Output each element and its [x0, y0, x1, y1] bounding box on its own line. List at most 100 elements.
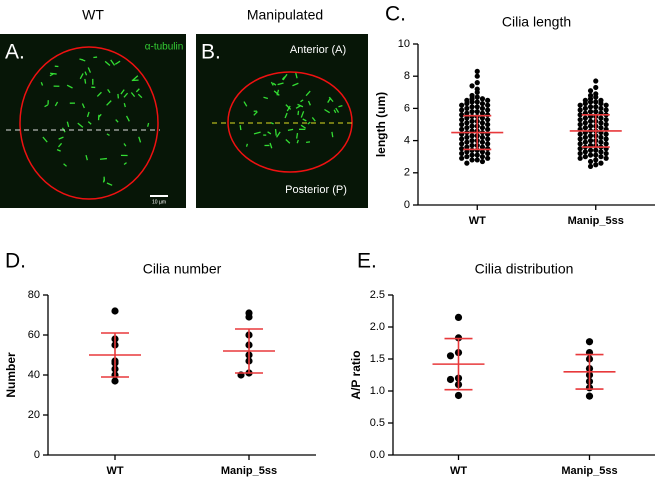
data-point	[485, 141, 491, 147]
cilium	[267, 131, 272, 135]
data-point	[577, 155, 583, 161]
image-title: Manipulated	[247, 7, 323, 23]
scale-label: 10 µm	[152, 199, 166, 205]
data-point	[464, 160, 470, 166]
data-point	[479, 149, 486, 155]
data-point	[587, 163, 594, 169]
cilium	[137, 93, 143, 99]
data-point	[603, 107, 609, 113]
data-point	[474, 89, 480, 95]
cilium	[125, 115, 130, 122]
micrograph	[196, 34, 368, 208]
data-point	[469, 138, 475, 144]
data-point	[603, 141, 609, 147]
data-point	[577, 141, 583, 147]
data-point	[593, 109, 599, 115]
data-point	[469, 113, 475, 120]
cilium	[42, 136, 48, 143]
y-tick-label: 0.0	[370, 449, 385, 461]
data-point	[464, 134, 470, 140]
cilium	[49, 73, 54, 77]
data-point	[577, 136, 583, 142]
cilium	[295, 72, 298, 79]
y-tick-label: 4	[404, 135, 410, 147]
cilium	[335, 107, 340, 113]
data-point	[582, 149, 588, 155]
cilium	[106, 133, 110, 136]
data-point	[111, 307, 119, 315]
data-point	[474, 80, 480, 86]
y-axis-label: A/P ratio	[349, 350, 363, 399]
data-point	[587, 123, 594, 129]
data-point	[587, 88, 594, 94]
data-point	[582, 115, 588, 121]
cilium	[292, 82, 299, 87]
cilium	[269, 142, 273, 149]
data-point	[459, 102, 465, 108]
embryo-outline	[227, 71, 353, 173]
data-point	[485, 121, 491, 128]
y-tick-label: 10	[398, 38, 410, 50]
y-tick-label: 2.5	[370, 289, 385, 301]
cilium	[285, 139, 291, 144]
data-point	[593, 78, 599, 84]
cilium	[115, 119, 119, 123]
data-point	[464, 120, 470, 126]
data-point	[459, 112, 465, 118]
data-point	[582, 120, 588, 126]
data-point	[598, 115, 604, 121]
data-point	[598, 139, 604, 145]
cilium	[50, 72, 57, 75]
data-point	[582, 154, 588, 160]
cilium	[56, 149, 61, 152]
chart-title: Cilia number	[143, 261, 222, 277]
data-point	[577, 121, 583, 128]
x-tick-label: Manip_5ss	[561, 465, 617, 477]
cilium	[273, 90, 280, 96]
data-point	[469, 123, 475, 129]
data-point	[603, 121, 609, 128]
cilium	[333, 109, 337, 114]
y-tick-label: 2	[404, 167, 410, 179]
cilium	[296, 139, 299, 144]
data-point	[474, 68, 480, 74]
panel-label: B.	[201, 41, 221, 64]
data-point	[603, 117, 609, 123]
micrograph	[0, 34, 186, 208]
data-point	[587, 133, 594, 139]
data-point	[446, 375, 455, 384]
data-point	[474, 99, 480, 105]
cilium	[270, 81, 274, 86]
cilium	[54, 101, 59, 107]
cilium	[63, 163, 67, 167]
data-point	[593, 152, 599, 158]
data-point	[479, 110, 486, 116]
data-point	[582, 125, 588, 131]
data-point	[485, 126, 491, 132]
y-tick-label: 6	[404, 102, 410, 114]
data-point	[464, 149, 470, 155]
y-tick-label: 8	[404, 70, 410, 82]
data-point	[598, 100, 604, 107]
cilium	[57, 142, 63, 148]
cilium	[81, 103, 85, 109]
cilium	[106, 100, 112, 106]
cilium	[77, 122, 84, 128]
data-point	[587, 104, 594, 110]
data-point	[459, 141, 465, 147]
data-point	[603, 150, 609, 157]
y-tick-label: 1.5	[370, 353, 385, 365]
data-point	[474, 152, 480, 158]
cilium	[106, 182, 113, 186]
data-point	[459, 107, 465, 113]
data-point	[479, 158, 486, 165]
data-point	[485, 150, 491, 157]
data-point	[469, 142, 475, 149]
cilium	[87, 67, 92, 73]
cilium	[40, 81, 44, 86]
cilium	[85, 154, 88, 161]
data-point	[593, 94, 599, 100]
data-point	[459, 126, 465, 132]
data-point	[474, 104, 480, 110]
cilium	[263, 96, 269, 100]
